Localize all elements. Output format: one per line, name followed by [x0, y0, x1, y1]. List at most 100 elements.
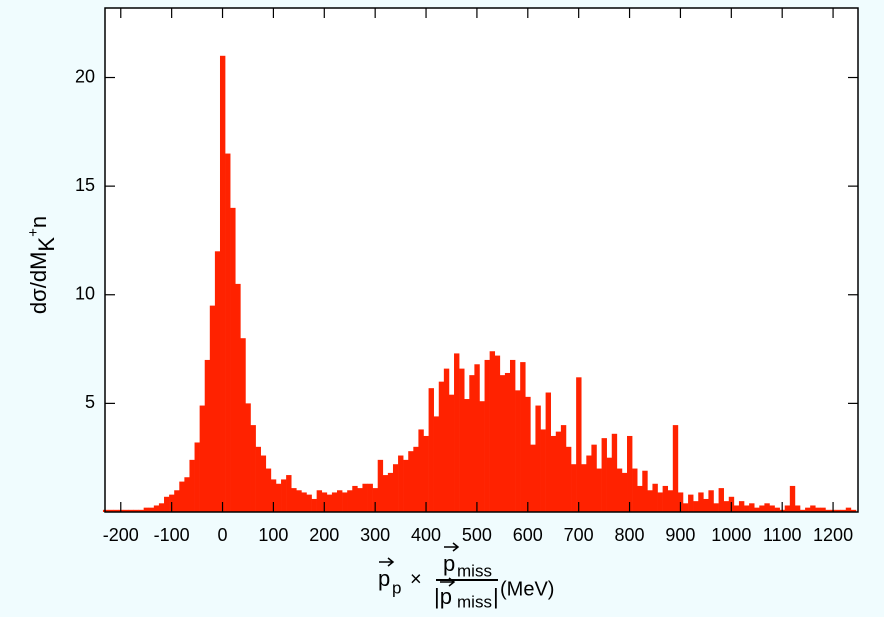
bar [494, 355, 501, 512]
bar [805, 507, 811, 512]
bar [504, 372, 511, 512]
bar [133, 509, 139, 512]
bar [204, 359, 211, 512]
bar [372, 488, 379, 512]
bar [565, 446, 572, 512]
bar [245, 403, 251, 512]
x-label-num-sub: miss [457, 561, 492, 580]
bar [815, 507, 821, 512]
bar [586, 455, 592, 512]
y-tick-label: 15 [75, 175, 95, 195]
vector-arrow [444, 542, 460, 552]
bar [255, 446, 261, 512]
bar [515, 390, 521, 512]
bar [362, 483, 368, 512]
bar [764, 503, 770, 512]
bar [454, 353, 460, 512]
x-tick-label: 1100 [763, 525, 802, 545]
bar [418, 429, 424, 512]
bar [759, 505, 765, 512]
y-tick-label: 20 [75, 66, 95, 86]
bar [744, 505, 750, 512]
bar [219, 55, 226, 513]
bar [479, 401, 485, 512]
bar [326, 494, 333, 512]
bar [225, 153, 231, 512]
bar [489, 351, 496, 512]
x-tick-label: 1200 [813, 525, 853, 545]
bar [316, 490, 323, 512]
x-tick-label: 800 [615, 525, 645, 545]
bar [611, 433, 618, 512]
x-tick-label: 200 [309, 525, 339, 545]
bar [499, 375, 506, 512]
bar [545, 392, 551, 512]
bar [835, 509, 842, 512]
bar [484, 359, 490, 512]
bar [347, 490, 353, 512]
bar [413, 446, 419, 512]
bar [845, 507, 852, 512]
bar [713, 503, 719, 512]
bar [123, 509, 129, 512]
bar [520, 362, 526, 512]
y-tick-label: 5 [85, 392, 95, 412]
x-label-den: |p [434, 584, 452, 609]
bar [769, 505, 775, 512]
bar [433, 416, 440, 512]
bar [825, 509, 831, 512]
y-label-tail: n [26, 216, 51, 228]
bar [113, 509, 119, 512]
bar [525, 396, 531, 512]
ticks: -200 -100 0 100 200 300 400 500 600 700 800 900 1000… [75, 8, 858, 545]
bar [443, 368, 450, 512]
y-label-sup: + [25, 228, 42, 237]
x-label-den-end: | [493, 584, 499, 609]
bar [474, 364, 480, 512]
bar [632, 468, 638, 512]
bar [723, 501, 730, 512]
bar [143, 507, 150, 512]
bar [408, 451, 414, 512]
bar [850, 509, 857, 512]
bar [235, 283, 241, 512]
bar [342, 492, 348, 512]
bar [591, 444, 597, 512]
bar [331, 492, 338, 512]
bar [230, 207, 236, 513]
bar [754, 507, 760, 512]
bar [423, 435, 429, 512]
y-label-main: dσ/dM [26, 252, 51, 315]
x-label-num: p [443, 551, 455, 576]
bar [291, 488, 297, 512]
bar [703, 498, 709, 512]
bar [250, 425, 256, 512]
bar [810, 505, 816, 512]
bar [652, 483, 658, 512]
bar [240, 338, 246, 512]
bar [382, 475, 389, 512]
bar [164, 496, 170, 512]
bar [749, 503, 755, 512]
x-label-p: p [378, 566, 390, 591]
y-tick-label: 10 [75, 284, 95, 304]
x-tick-label: 500 [462, 525, 492, 545]
bar [286, 475, 292, 512]
bar [270, 479, 277, 512]
bar [301, 492, 307, 512]
bar [738, 501, 745, 512]
bar [199, 405, 206, 512]
bar [601, 438, 607, 512]
bar [596, 468, 602, 512]
bar [616, 468, 623, 512]
bar [627, 435, 633, 512]
bar [392, 464, 399, 512]
bar [840, 509, 847, 512]
bar [377, 459, 384, 512]
bar [794, 505, 801, 512]
bar [209, 305, 216, 512]
y-axis-label: dσ/dMK+n [25, 216, 59, 314]
bar [560, 425, 567, 512]
bar [606, 457, 613, 512]
